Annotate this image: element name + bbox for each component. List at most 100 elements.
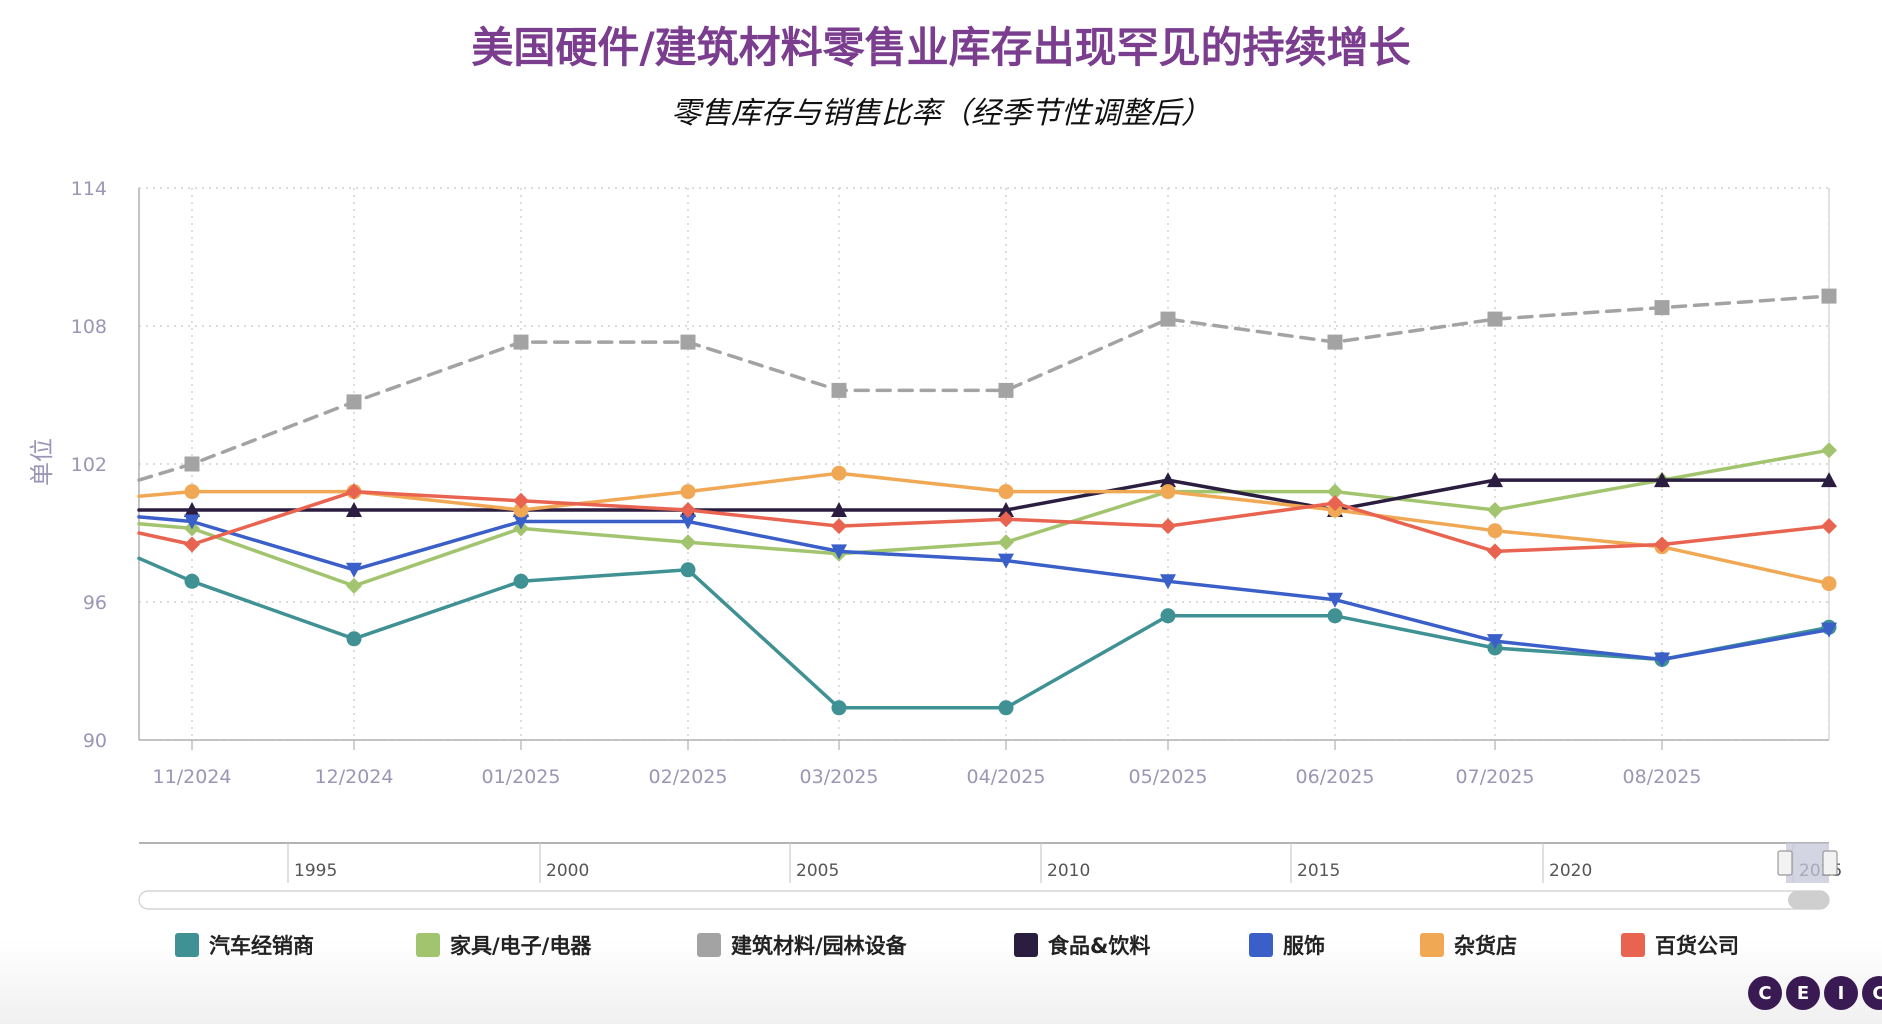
legend-swatch	[1621, 933, 1645, 957]
data-point	[1821, 472, 1837, 488]
data-point	[1821, 622, 1837, 638]
data-point	[346, 394, 362, 410]
data-point	[1327, 483, 1343, 500]
navigator-selection[interactable]	[1786, 843, 1829, 883]
series-6	[137, 483, 1837, 560]
data-point	[1487, 311, 1503, 327]
data-point	[1327, 334, 1343, 350]
data-point	[513, 514, 529, 530]
legend-label: 杂货店	[1454, 934, 1517, 958]
data-point	[1327, 495, 1343, 512]
series-2	[137, 288, 1837, 482]
navigator-year-label: 2015	[1297, 861, 1340, 881]
data-point	[1327, 592, 1343, 608]
legend-label: 汽车经销商	[209, 934, 314, 958]
data-point	[831, 465, 847, 481]
x-tick-label: 05/2025	[1129, 766, 1208, 788]
data-point	[1327, 608, 1343, 624]
data-point	[1487, 502, 1503, 518]
series-1	[137, 442, 1837, 594]
range-navigator[interactable]: 1995200020052010201520202025	[138, 842, 1842, 910]
data-point	[1160, 311, 1176, 327]
data-point	[346, 562, 362, 578]
legend-label: 百货公司	[1655, 934, 1739, 958]
x-tick-label: 11/2024	[153, 766, 232, 788]
series-line	[137, 515, 1831, 662]
data-point	[513, 502, 529, 518]
legend-swatch	[1420, 933, 1444, 957]
data-point	[680, 484, 696, 500]
data-point	[680, 502, 696, 518]
x-tick-label: 12/2024	[315, 766, 394, 788]
series-4	[137, 514, 1837, 668]
series-0	[137, 556, 1837, 716]
x-tick-label: 04/2025	[967, 766, 1046, 788]
data-point	[998, 700, 1014, 716]
data-point	[998, 553, 1014, 569]
data-point	[1821, 288, 1837, 304]
y-tick-label: 96	[83, 592, 107, 614]
data-point	[184, 536, 200, 553]
y-tick-label: 102	[71, 454, 107, 476]
data-point	[998, 484, 1014, 500]
x-tick-label: 03/2025	[800, 766, 879, 788]
data-point	[346, 483, 362, 500]
data-point	[184, 484, 200, 500]
data-point	[346, 502, 362, 517]
data-point	[513, 573, 529, 589]
data-point	[1821, 518, 1837, 535]
y-tick-label: 90	[83, 730, 107, 752]
data-point	[184, 573, 200, 589]
data-point	[1487, 634, 1503, 650]
axes: 90 96 102 108 114 11/2024 12/2024 01/2025 02/202…	[71, 178, 1830, 788]
legend-label: 家具/电子/电器	[450, 934, 592, 958]
series-line	[137, 448, 1831, 588]
data-point	[1487, 543, 1503, 560]
logo-letter: E	[1786, 976, 1820, 1010]
scrollbar-track[interactable]	[138, 890, 1830, 910]
data-point	[1654, 652, 1670, 668]
x-tick-label: 01/2025	[482, 766, 561, 788]
navigator-year-label: 2005	[796, 861, 839, 881]
navigator-year-label: 2020	[1549, 861, 1592, 881]
logo-letter: C	[1862, 976, 1882, 1010]
series-line	[137, 294, 1831, 482]
navigator-year-label: 2010	[1047, 861, 1090, 881]
legend-label: 建筑材料/园林设备	[731, 934, 908, 958]
data-point	[513, 334, 529, 350]
x-tick-label: 08/2025	[1623, 766, 1702, 788]
x-tick-label: 07/2025	[1456, 766, 1535, 788]
data-point	[1821, 576, 1837, 592]
legend-label: 服饰	[1283, 934, 1325, 958]
data-point	[1654, 536, 1670, 553]
series-line	[137, 471, 1831, 586]
data-point	[1487, 523, 1503, 539]
chart-subtitle: 零售库存与销售比率（经季节性调整后）	[671, 96, 1211, 131]
data-point	[831, 544, 847, 560]
data-point	[680, 334, 696, 350]
series-line	[137, 478, 1831, 512]
y-tick-label: 108	[71, 316, 107, 338]
data-point	[346, 631, 362, 647]
legend-swatch	[1249, 933, 1273, 957]
legend-item: 杂货店	[1420, 933, 1517, 958]
data-point	[1160, 484, 1176, 500]
scrollbar-thumb[interactable]	[1788, 891, 1829, 909]
legend-item: 食品&饮料	[1014, 933, 1150, 958]
legend-label: 食品&饮料	[1048, 934, 1150, 958]
logo-letter: I	[1824, 976, 1858, 1010]
data-point	[831, 518, 847, 535]
navigator-handle-right[interactable]	[1822, 850, 1838, 876]
navigator-handle-left[interactable]	[1777, 850, 1793, 876]
series	[137, 288, 1837, 716]
legend-swatch	[1014, 933, 1038, 957]
data-point	[1654, 472, 1670, 488]
legend-swatch	[416, 933, 440, 957]
navigator-year-label: 1995	[294, 861, 337, 881]
legend-item: 家具/电子/电器	[416, 933, 592, 958]
chart-title: 美国硬件/建筑材料零售业库存出现罕见的持续增长	[471, 23, 1411, 72]
data-point	[513, 492, 529, 509]
x-tick-label: 02/2025	[649, 766, 728, 788]
data-point	[184, 456, 200, 472]
legend-item: 百货公司	[1621, 933, 1739, 958]
